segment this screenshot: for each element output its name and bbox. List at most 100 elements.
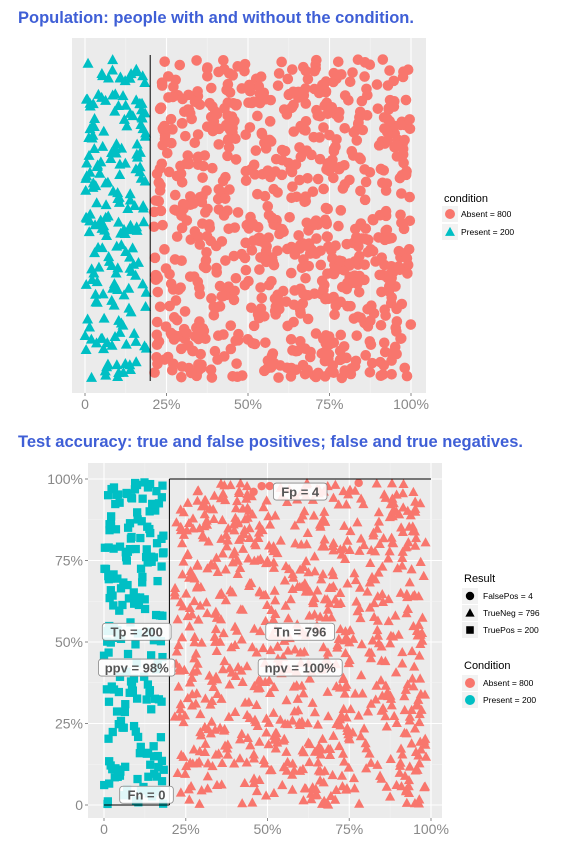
true-negative-point: [262, 599, 273, 610]
true-positive-point: [109, 483, 119, 492]
true-positive-point: [112, 707, 122, 716]
legend-key-triangle: [465, 608, 475, 617]
true-positive-point: [123, 580, 132, 590]
true-negative-point: [240, 697, 251, 707]
true-positive-point: [144, 772, 153, 781]
absent-point: [351, 231, 362, 243]
present-point: [109, 88, 121, 99]
true-negative-point: [406, 564, 417, 574]
true-negative-point: [354, 798, 365, 808]
true-negative-point: [377, 703, 389, 713]
absent-point: [243, 218, 255, 229]
true-negative-point: [333, 499, 344, 509]
absent-point: [265, 362, 277, 373]
true-negative-point: [268, 787, 280, 798]
absent-point: [168, 81, 179, 93]
absent-point: [264, 134, 275, 146]
true-negative-point: [208, 513, 219, 524]
absent-point: [289, 249, 301, 260]
true-positive-point: [151, 506, 160, 515]
present-point: [102, 72, 114, 83]
true-negative-point: [205, 728, 216, 738]
true-positive-point: [102, 685, 112, 694]
absent-point: [375, 370, 387, 382]
true-negative-point: [226, 642, 237, 652]
present-point: [109, 105, 121, 116]
absent-point: [220, 255, 231, 266]
absent-point: [232, 207, 244, 218]
true-negative-point: [241, 757, 252, 767]
true-negative-point: [338, 543, 349, 553]
true-positive-point: [122, 556, 131, 565]
true-negative-point: [235, 478, 246, 488]
true-negative-point: [251, 647, 262, 657]
true-positive-point: [120, 707, 130, 717]
true-positive-point: [149, 742, 158, 751]
present-point: [102, 176, 114, 187]
absent-point: [354, 152, 365, 163]
true-positive-point: [106, 638, 115, 647]
present-point: [98, 343, 110, 354]
true-positive-point: [131, 479, 140, 488]
absent-point: [227, 70, 239, 81]
true-negative-point: [325, 790, 337, 801]
true-negative-point: [350, 574, 361, 585]
true-negative-point: [335, 597, 346, 607]
true-negative-point: [185, 757, 196, 767]
absent-point: [284, 211, 295, 223]
present-point: [138, 216, 150, 227]
absent-point: [300, 98, 312, 109]
present-point: [86, 371, 98, 382]
true-negative-point: [251, 699, 262, 709]
absent-point: [264, 116, 276, 127]
absent-point: [183, 362, 195, 374]
absent-point: [378, 165, 390, 176]
absent-point: [198, 160, 209, 172]
true-negative-point: [345, 704, 356, 714]
absent-point: [214, 301, 226, 312]
true-negative-point: [265, 765, 276, 775]
true-negative-point: [216, 693, 227, 703]
present-point: [140, 342, 152, 353]
absent-point: [366, 357, 378, 369]
absent-point: [400, 94, 412, 106]
absent-point: [291, 191, 302, 203]
true-positive-point: [131, 593, 141, 602]
true-negative-point: [398, 502, 409, 512]
absent-point: [230, 100, 242, 111]
true-negative-point: [248, 749, 259, 759]
true-negative-point: [339, 520, 350, 530]
true-positive-point: [105, 779, 114, 788]
true-negative-point: [409, 723, 421, 733]
true-positive-point: [159, 548, 168, 557]
true-negative-point: [324, 582, 335, 592]
true-negative-point: [372, 630, 384, 640]
absent-point: [159, 120, 170, 132]
true-negative-point: [297, 581, 308, 591]
present-point: [97, 140, 109, 151]
absent-point: [294, 336, 306, 347]
true-negative-point: [181, 588, 192, 598]
true-negative-point: [221, 529, 232, 539]
true-negative-point: [277, 779, 288, 790]
absent-point: [360, 350, 371, 361]
true-negative-point: [244, 577, 255, 588]
present-point: [105, 152, 117, 163]
true-positive-point: [140, 604, 150, 614]
true-positive-point: [106, 512, 116, 521]
true-negative-point: [232, 495, 243, 506]
true-negative-point: [217, 664, 228, 674]
absent-point: [148, 221, 160, 233]
absent-point: [169, 189, 181, 201]
true-negative-point: [367, 635, 378, 645]
absent-point: [272, 187, 283, 198]
absent-point: [177, 93, 188, 105]
absent-point: [396, 298, 408, 310]
true-negative-point: [229, 546, 240, 556]
true-negative-point: [323, 799, 334, 809]
absent-point: [225, 343, 237, 355]
true-negative-point: [384, 546, 395, 556]
present-point: [112, 192, 124, 203]
true-negative-point: [178, 717, 189, 727]
true-positive-point: [136, 564, 146, 573]
